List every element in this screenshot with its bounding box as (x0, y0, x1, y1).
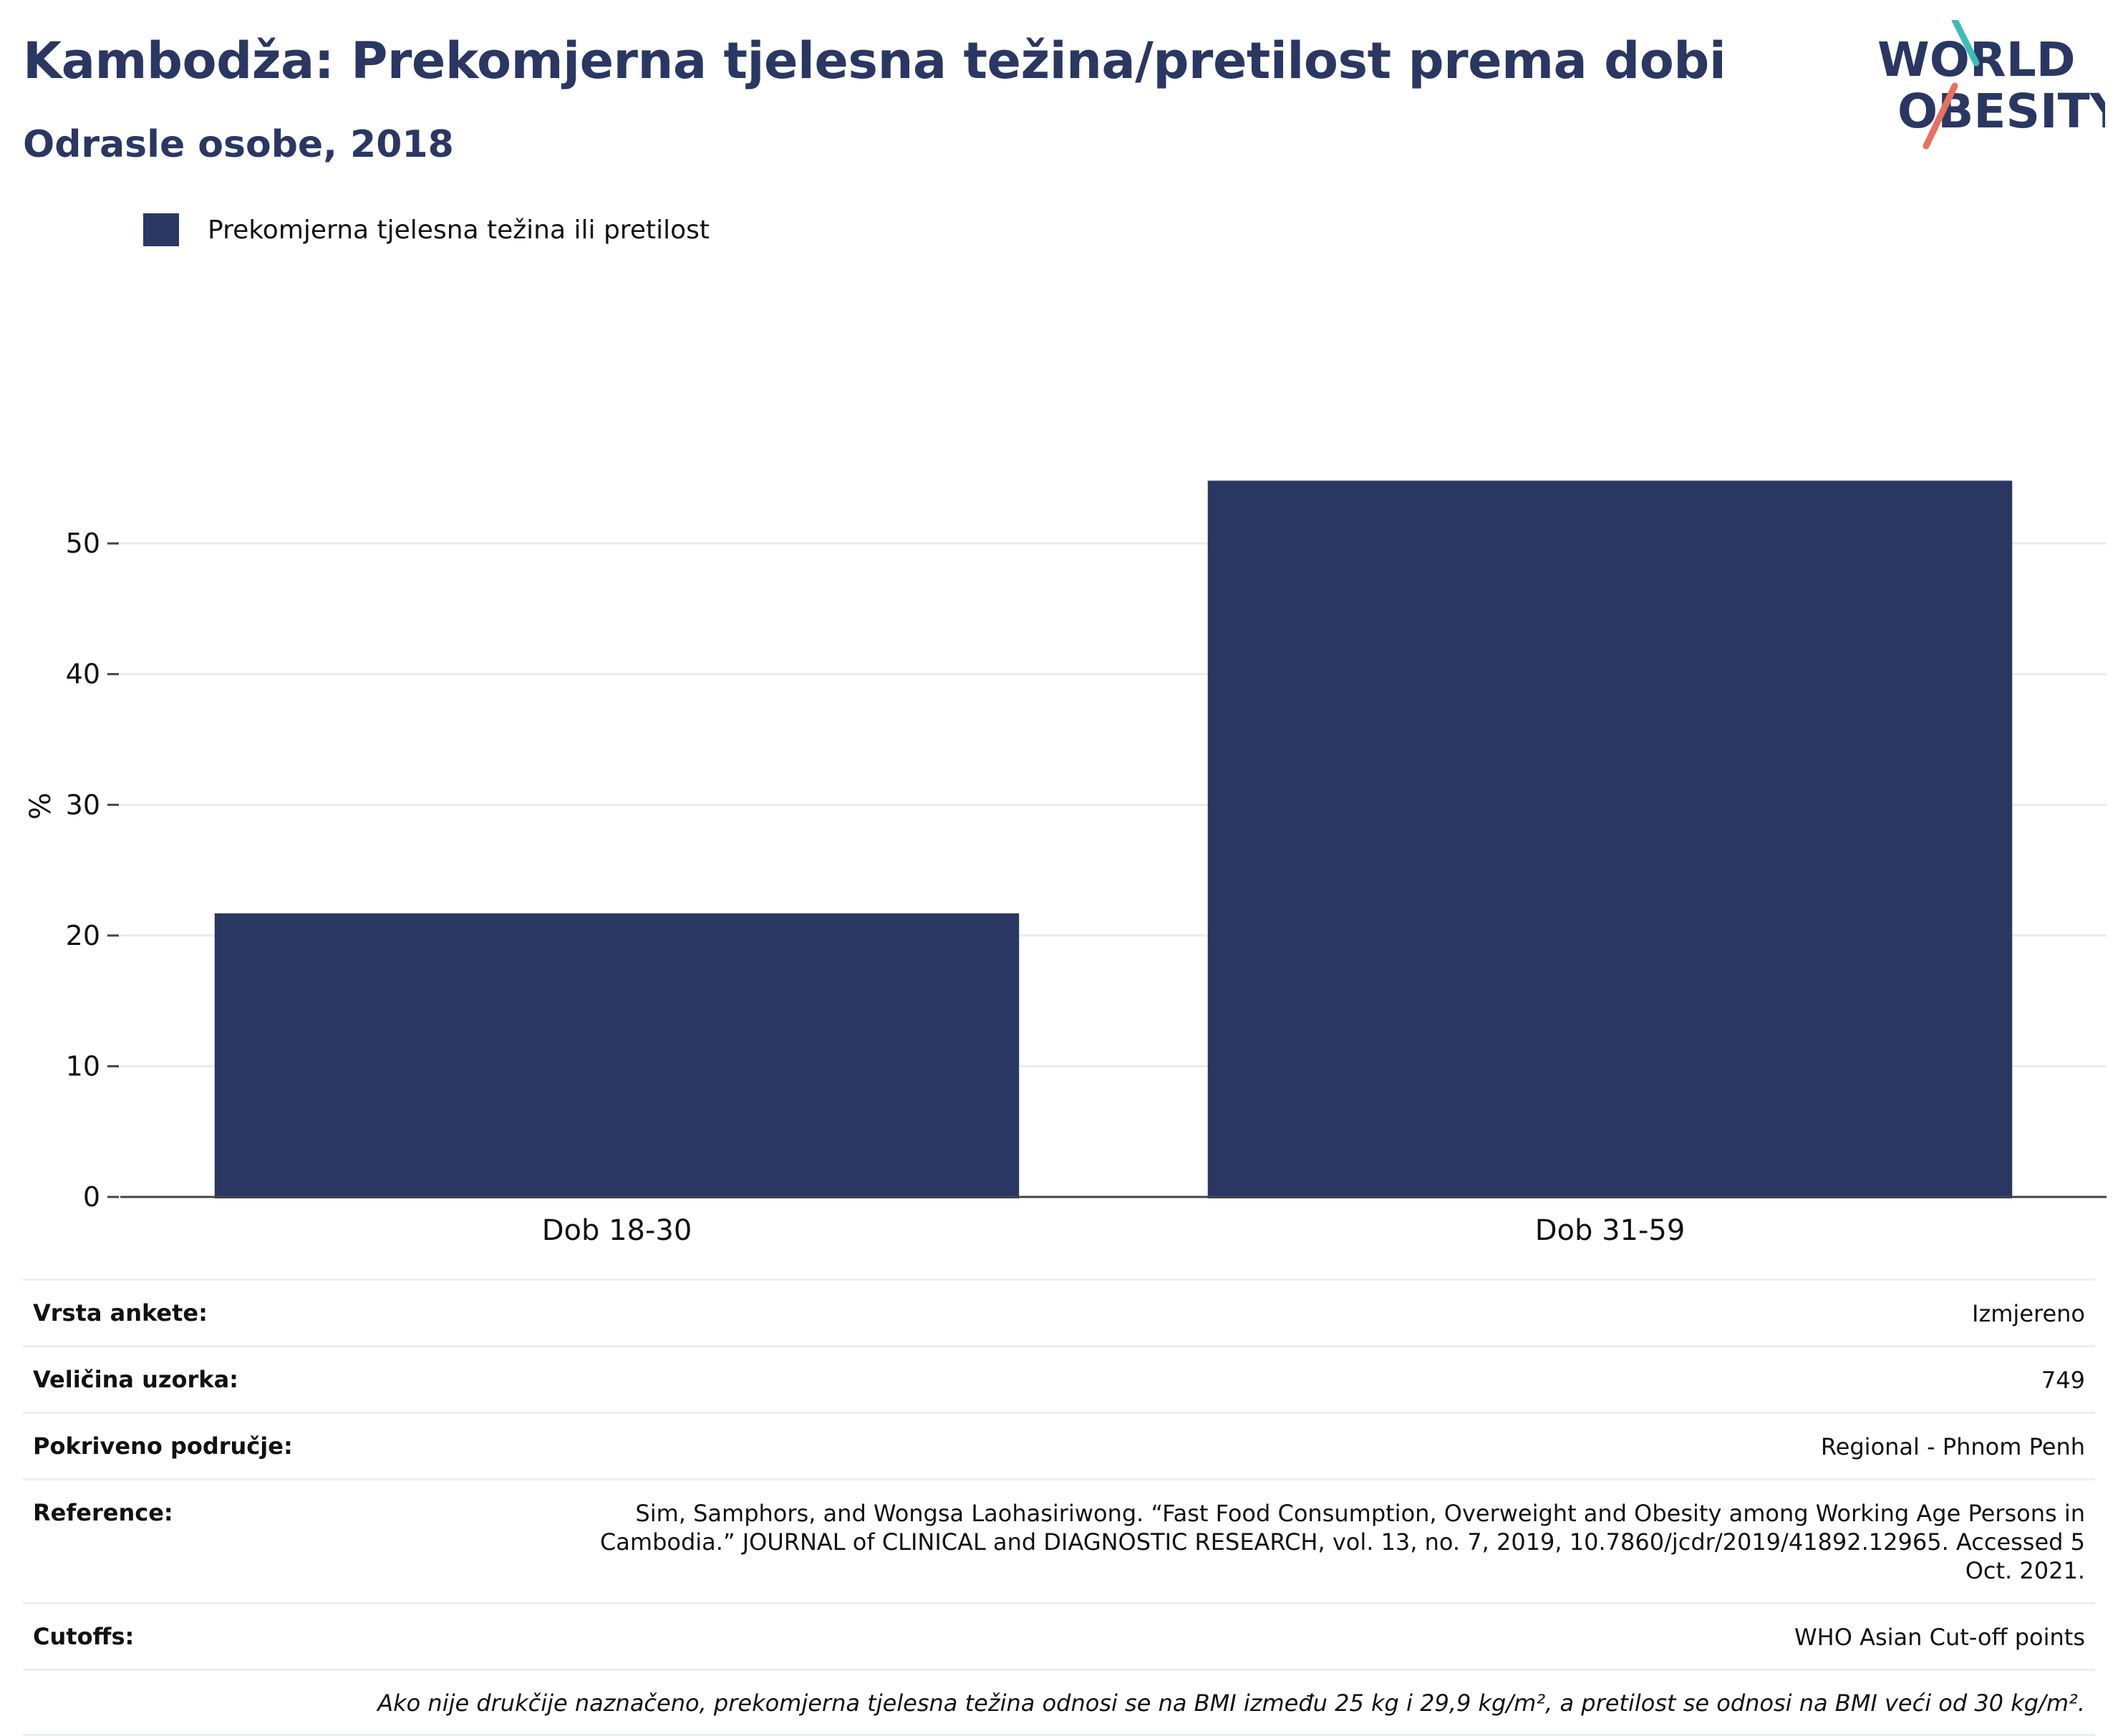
info-label: Vrsta ankete: (33, 1299, 208, 1327)
info-row-survey-type: Vrsta ankete: Izmjereno (23, 1279, 2095, 1345)
info-row-cutoffs: Cutoffs: WHO Asian Cut-off points (23, 1602, 2095, 1669)
x-tick-label: Dob 18-30 (542, 1214, 692, 1247)
x-tick-label: Dob 31-59 (1535, 1214, 1686, 1247)
chart-legend: Prekomjerna tjelesna težina ili pretilos… (143, 213, 710, 246)
world-obesity-logo: WORLD OBESITY (1877, 20, 2105, 150)
chart-subtitle: Odrasle osobe, 2018 (23, 123, 454, 166)
y-axis-title: % (24, 792, 57, 820)
y-tick-label: 50 (66, 528, 100, 559)
info-label: Veličina uzorka: (33, 1366, 238, 1393)
y-tick-label: 30 (66, 789, 100, 820)
info-value: WHO Asian Cut-off points (1794, 1624, 2085, 1651)
y-tick-label: 10 (66, 1050, 100, 1082)
info-label: Pokriveno područje: (33, 1432, 293, 1460)
info-row-coverage: Pokriveno područje: Regional - Phnom Pen… (23, 1412, 2095, 1478)
legend-swatch (143, 213, 179, 246)
info-label: Reference: (33, 1499, 173, 1526)
chart-title: Kambodža: Prekomjerna tjelesna težina/pr… (23, 31, 1726, 90)
legend-label: Prekomjerna tjelesna težina ili pretilos… (208, 215, 710, 245)
info-value: Regional - Phnom Penh (1820, 1433, 2085, 1460)
info-value: Izmjereno (1972, 1300, 2085, 1327)
info-value: 749 (2041, 1367, 2085, 1394)
info-row-reference: Reference: Sim, Samphors, and Wongsa Lao… (23, 1478, 2095, 1602)
info-label: Cutoffs: (33, 1623, 135, 1650)
y-tick-label: 0 (83, 1181, 100, 1213)
bar-chart: 0 10 20 30 40 50% Dob 18-30 Dob 31-59 (24, 480, 2107, 1247)
y-tick-label: 20 (66, 920, 100, 951)
bmi-footnote: Ako nije drukčije naznačeno, prekomjerna… (23, 1669, 2095, 1736)
info-row-sample-size: Veličina uzorka: 749 (23, 1345, 2095, 1412)
logo-slash-coral (1923, 82, 1958, 150)
bar (214, 913, 1020, 1198)
y-tick-label: 40 (66, 659, 100, 690)
info-table: Vrsta ankete: Izmjereno Veličina uzorka:… (23, 1279, 2095, 1736)
bar (1207, 480, 2013, 1198)
info-value: Sim, Samphors, and Wongsa Laohasiriwong.… (599, 1500, 2085, 1584)
logo-slash-teal (1951, 20, 1980, 67)
